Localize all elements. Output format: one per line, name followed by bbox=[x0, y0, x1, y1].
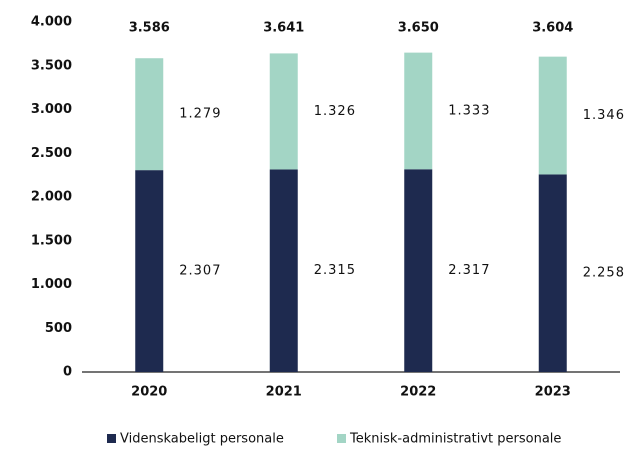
total-label: 3.604 bbox=[532, 21, 573, 36]
value-label: 2.315 bbox=[314, 263, 356, 278]
y-tick-label: 2.000 bbox=[31, 190, 72, 205]
legend-swatch bbox=[337, 434, 346, 443]
x-tick-label: 2021 bbox=[266, 385, 302, 400]
value-label: 2.317 bbox=[448, 263, 490, 278]
bar-segment bbox=[538, 56, 567, 175]
value-label: 1.279 bbox=[179, 107, 221, 122]
y-tick-label: 0 bbox=[63, 365, 72, 380]
value-label: 1.346 bbox=[583, 108, 625, 123]
value-label: 1.333 bbox=[448, 103, 490, 118]
y-tick-label: 1.000 bbox=[31, 277, 72, 292]
total-label: 3.650 bbox=[398, 21, 439, 36]
legend-label: Videnskabeligt personale bbox=[120, 432, 284, 447]
total-label: 3.586 bbox=[129, 21, 170, 36]
y-tick-label: 3.500 bbox=[31, 58, 72, 73]
y-tick-label: 2.500 bbox=[31, 146, 72, 161]
value-label: 1.326 bbox=[314, 104, 356, 119]
legend-label: Teknisk-administrativt personale bbox=[349, 432, 561, 447]
bar-segment bbox=[135, 170, 164, 372]
y-tick-label: 4.000 bbox=[31, 15, 72, 30]
bar-segment bbox=[404, 52, 433, 170]
total-label: 3.641 bbox=[263, 21, 304, 36]
bar-segment bbox=[538, 174, 567, 372]
bar-segment bbox=[135, 58, 164, 171]
value-label: 2.307 bbox=[179, 264, 221, 279]
x-tick-label: 2023 bbox=[535, 385, 571, 400]
x-tick-label: 2022 bbox=[400, 385, 436, 400]
y-tick-label: 500 bbox=[45, 321, 72, 336]
bar-segment bbox=[269, 169, 298, 372]
value-label: 2.258 bbox=[583, 266, 625, 281]
bar-segment bbox=[269, 53, 298, 170]
bar-segment bbox=[404, 169, 433, 372]
x-tick-label: 2020 bbox=[131, 385, 167, 400]
y-tick-label: 3.000 bbox=[31, 102, 72, 117]
legend-swatch bbox=[107, 434, 116, 443]
y-tick-label: 1.500 bbox=[31, 233, 72, 248]
